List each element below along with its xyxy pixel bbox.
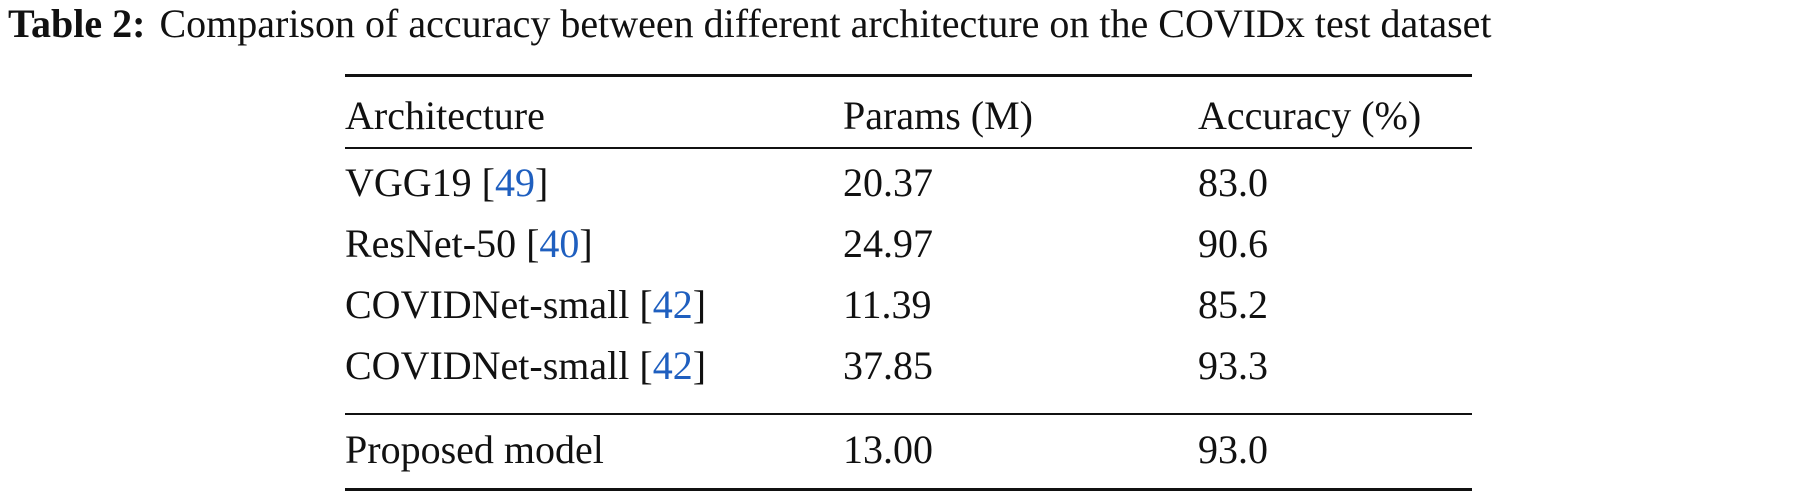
table-bottom-rule [345,488,1472,491]
architecture-name: COVIDNet-small [345,282,630,327]
architecture-cell: VGG19 [49] [345,160,549,205]
table-separator-rule [345,413,1472,415]
table-caption-label: Table 2: [8,1,146,46]
table-row: COVIDNet-small [42] 37.85 93.3 [345,340,1472,392]
citation-link[interactable]: 49 [495,160,535,205]
table-header-row: Architecture Params (M) Accuracy (%) [345,90,1472,142]
header-architecture: Architecture [345,93,545,138]
citation-link[interactable]: 42 [652,282,693,327]
params-cell: 20.37 [843,160,933,205]
header-params: Params (M) [843,93,1033,138]
params-cell: 11.39 [843,282,932,327]
architecture-cell: COVIDNet-small [42] [345,343,707,388]
architecture-name: VGG19 [345,160,472,205]
header-accuracy: Accuracy (%) [1198,93,1422,138]
table-caption: Table 2: Comparison of accuracy between d… [8,0,1492,48]
architecture-cell: ResNet-50 [40] [345,221,593,266]
table-row-proposed: Proposed model 13.00 93.0 [345,424,1472,476]
params-cell: 13.00 [843,427,933,472]
architecture-name: Proposed model [345,427,604,472]
table-row: ResNet-50 [40] 24.97 90.6 [345,218,1472,270]
architecture-cell: COVIDNet-small [42] [345,282,707,327]
accuracy-cell: 93.3 [1198,343,1268,388]
table-top-rule [345,74,1472,77]
table-row: VGG19 [49] 20.37 83.0 [345,157,1472,209]
citation-link[interactable]: 42 [652,343,693,388]
architecture-name: ResNet-50 [345,221,517,266]
citation-link[interactable]: 40 [539,221,580,266]
params-cell: 37.85 [843,343,933,388]
table-row: COVIDNet-small [42] 11.39 85.2 [345,279,1472,331]
accuracy-cell: 93.0 [1198,427,1268,472]
architecture-name: COVIDNet-small [345,343,630,388]
accuracy-cell: 90.6 [1198,221,1268,266]
table-header-rule [345,147,1472,149]
accuracy-cell: 85.2 [1198,282,1268,327]
accuracy-cell: 83.0 [1198,160,1268,205]
params-cell: 24.97 [843,221,933,266]
table-caption-text: Comparison of accuracy between different… [159,1,1492,46]
